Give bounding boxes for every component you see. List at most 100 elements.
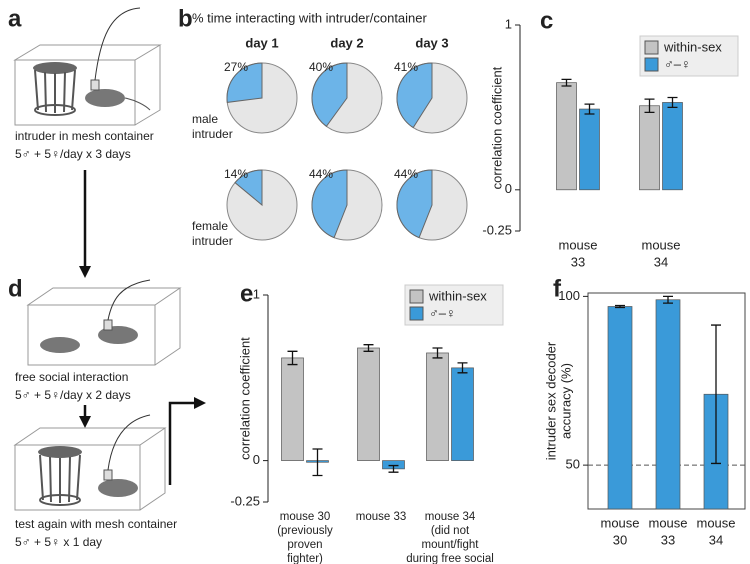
x-tick-label: mount/fight [422,539,480,551]
pie-label: 44% [309,167,333,181]
error-bar [561,78,572,87]
error-bar [432,347,443,359]
arrow [79,266,91,278]
x-tick-label: mouse 33 [356,511,407,523]
x-tick-label: mouse [600,515,639,530]
column-label: day 1 [245,35,278,50]
error-bar [312,448,323,477]
pie-wedge [226,62,263,103]
y-tick-label: 0 [505,181,512,196]
x-tick-label: mouse [641,237,680,252]
bar [639,105,660,191]
bar [281,357,304,461]
legend-swatch [644,57,659,72]
y-tick-label: 100 [558,288,580,303]
legend-label: ♂–♀ [664,56,691,71]
error-bar [711,324,721,465]
bar [662,102,683,191]
row-label: male [192,112,218,126]
x-tick-label: 33 [571,254,585,269]
panel-letter: c [540,7,553,34]
y-tick-label: 1 [505,16,512,31]
arrow [168,401,196,485]
y-tick-label: 0 [253,452,260,467]
panel-letter: b [178,5,193,32]
x-tick-label: mouse [558,237,597,252]
column-label: day 3 [415,35,448,50]
legend-label: within-sex [428,288,487,303]
error-bar [663,295,673,304]
arrow [194,397,206,409]
x-tick-label: (previously [277,525,333,537]
y-axis-label: accuracy (%) [558,363,573,439]
pie-wedge [396,62,433,129]
y-tick-label: -0.25 [230,493,260,508]
panel-letter: d [8,275,23,302]
error-bar [287,350,298,366]
error-bar [615,304,625,309]
legend-swatch [644,40,659,55]
pie-label: 41% [394,60,418,74]
error-bar [363,344,374,352]
y-tick-label: 1 [253,286,260,301]
bar [451,367,474,461]
pie-wedge [396,169,433,239]
pie-label: 27% [224,60,248,74]
x-tick-label: 30 [613,532,627,547]
legend-swatch [409,306,424,321]
pie-label: 14% [224,167,248,181]
x-tick-label: mouse 30 [280,511,331,523]
bar [426,352,449,461]
x-tick-label: mouse [648,515,687,530]
error-bar [388,464,399,473]
bar [655,299,681,510]
panel-letter: e [240,280,253,307]
row-label: intruder [192,234,233,248]
y-axis-label: correlation coefficient [489,66,504,189]
x-tick-label: during free social [406,553,494,564]
arrow [79,416,91,428]
legend-swatch [409,289,424,304]
panel-letter: f [553,275,562,302]
pie-wedge [311,169,348,239]
y-axis-label: correlation coefficient [237,337,252,460]
caption: 5♂ + 5♀ x 1 day [15,535,102,549]
legend-label: ♂–♀ [429,305,456,320]
row-label: intruder [192,127,233,141]
pie-label: 40% [309,60,333,74]
caption: 5♂ + 5♀/day x 3 days [15,147,131,161]
pie-title: % time interacting with intruder/contain… [192,10,428,25]
bar [607,306,633,510]
tank-diagram [26,279,182,366]
caption: intruder in mesh container [15,129,154,143]
pie-label: 44% [394,167,418,181]
pie-wedge [311,62,348,128]
bar [357,347,380,461]
row-label: female [192,219,228,233]
x-tick-label: 34 [709,532,723,547]
caption: free social interaction [15,370,128,384]
tank-diagram [13,414,167,511]
pie-wedge [234,169,263,207]
x-tick-label: proven [287,539,322,551]
y-tick-label: 50 [566,457,580,472]
bar [556,82,577,191]
x-tick-label: 34 [654,254,668,269]
x-tick-label: mouse [696,515,735,530]
column-label: day 2 [330,35,363,50]
panel-letter: a [8,5,22,32]
bar [579,108,600,191]
error-bar [584,103,595,115]
error-bar [644,98,655,113]
error-bar [457,362,468,374]
caption: 5♂ + 5♀/day x 2 days [15,388,131,402]
x-tick-label: mouse 34 [425,511,476,523]
x-tick-label: (did not [431,525,470,537]
y-tick-label: -0.25 [482,222,512,237]
caption: test again with mesh container [15,517,177,531]
x-tick-label: 33 [661,532,675,547]
error-bar [667,96,678,109]
x-tick-label: fighter) [287,553,323,564]
legend-label: within-sex [663,39,722,54]
